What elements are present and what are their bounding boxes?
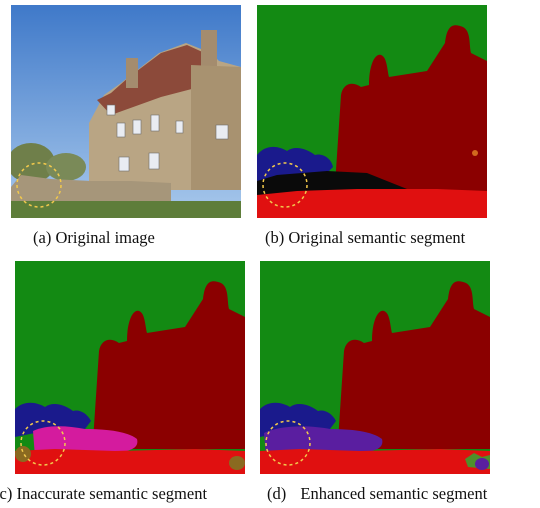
highlight-circle: [20, 420, 66, 466]
highlight-circle: [16, 162, 62, 208]
caption-label: (c): [0, 484, 13, 503]
caption-original-image: (a) Original image: [33, 228, 155, 248]
original-segment-panel: [257, 5, 487, 218]
caption-text: Inaccurate semantic segment: [16, 484, 208, 503]
caption-inaccurate-segment: (c) Inaccurate semantic segment: [0, 484, 207, 504]
original-image-panel: [11, 5, 241, 218]
inaccurate-segment-panel: [15, 261, 245, 474]
caption-original-segment: (b) Original semantic segment: [265, 228, 465, 248]
segment-map-enhanced: [260, 261, 490, 474]
enhanced-segment-panel: [260, 261, 490, 474]
caption-label: (a): [33, 228, 52, 247]
caption-text: Enhanced semantic segment: [300, 484, 488, 503]
caption-enhanced-segment: (d) Enhanced semantic segment: [267, 484, 487, 504]
highlight-circle: [265, 420, 311, 466]
caption-text: Original image: [55, 228, 155, 247]
segment-map-original: [257, 5, 487, 218]
original-photo: [11, 5, 241, 218]
segment-map-inaccurate: [15, 261, 245, 474]
caption-label: (d): [267, 484, 287, 503]
highlight-circle: [262, 162, 308, 208]
caption-label: (b): [265, 228, 285, 247]
caption-text: Original semantic segment: [288, 228, 466, 247]
